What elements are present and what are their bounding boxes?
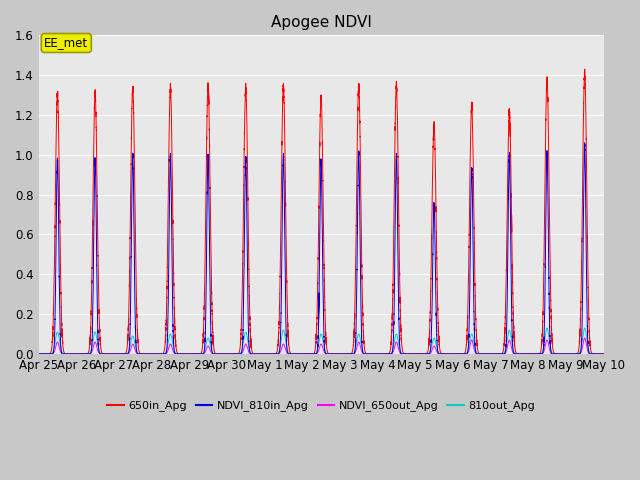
- Text: EE_met: EE_met: [44, 36, 88, 49]
- Title: Apogee NDVI: Apogee NDVI: [271, 15, 371, 30]
- Legend: 650in_Apg, NDVI_810in_Apg, NDVI_650out_Apg, 810out_Apg: 650in_Apg, NDVI_810in_Apg, NDVI_650out_A…: [102, 396, 540, 416]
